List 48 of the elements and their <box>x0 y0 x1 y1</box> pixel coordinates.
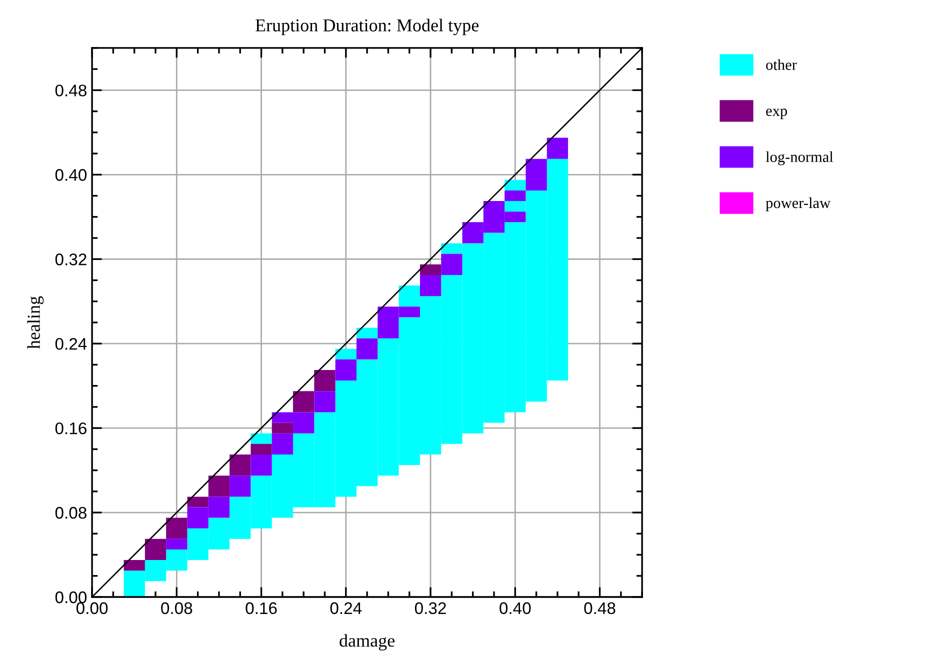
bar <box>230 476 251 497</box>
y-axis-title: healing <box>27 296 44 349</box>
bar <box>504 190 526 202</box>
bar <box>526 158 547 190</box>
bar <box>356 338 378 360</box>
bar <box>420 264 442 275</box>
bar <box>293 391 314 412</box>
bar <box>504 180 526 190</box>
y-tick-label: 0.24 <box>55 338 87 350</box>
bar <box>166 518 188 539</box>
x-tick-label: 0.00 <box>76 602 108 614</box>
y-tick-label: 0.00 <box>55 591 87 604</box>
bar <box>335 359 356 381</box>
chart-title: Eruption Duration: Model type <box>256 18 479 36</box>
x-tick-label: 0.08 <box>161 602 192 614</box>
bar <box>272 422 294 434</box>
y-tick-label: 0.08 <box>55 506 86 519</box>
bar <box>187 496 208 508</box>
bar <box>420 274 442 296</box>
bar <box>314 370 336 392</box>
bar <box>250 444 272 454</box>
y-tick-label: 0.32 <box>55 254 86 266</box>
legend-label: other <box>766 59 797 70</box>
bar <box>230 454 251 476</box>
x-tick-label: 0.48 <box>584 602 616 614</box>
bar <box>250 454 272 476</box>
bar <box>250 433 272 444</box>
bar <box>208 476 230 497</box>
y-tick-label: 0.40 <box>55 169 87 181</box>
bar <box>335 348 356 360</box>
x-tick-label: 0.40 <box>500 602 531 614</box>
bar <box>124 560 145 571</box>
x-tick-label: 0.24 <box>330 602 362 614</box>
bar <box>166 538 188 550</box>
legend-label: power-law <box>766 197 830 212</box>
x-tick-label: 0.32 <box>414 602 446 614</box>
bar <box>441 254 462 275</box>
x-tick-label: 0.16 <box>246 602 277 614</box>
bar <box>144 538 166 560</box>
y-tick-label: 0.48 <box>55 84 86 96</box>
bar <box>314 391 336 412</box>
legend-label: log-normal <box>766 151 834 166</box>
bar <box>272 433 294 454</box>
x-axis-title: damage <box>340 634 395 650</box>
bar <box>356 328 378 338</box>
bar <box>546 138 568 159</box>
y-tick-label: 0.16 <box>55 422 86 434</box>
legend-label: exp <box>766 108 787 120</box>
